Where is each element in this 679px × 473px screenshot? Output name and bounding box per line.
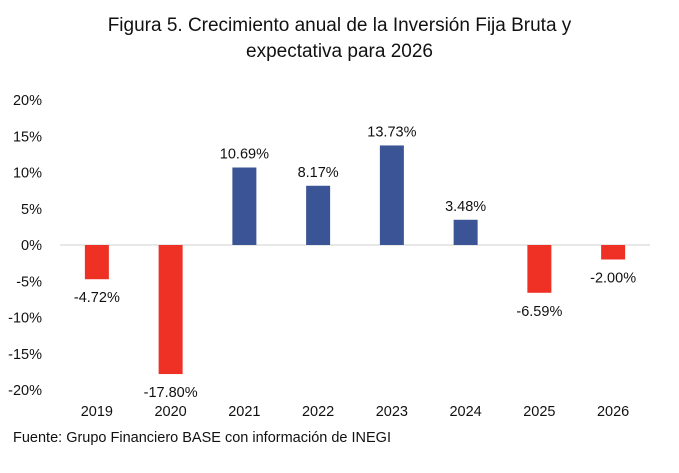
x-tick-label: 2020 xyxy=(154,404,186,420)
data-label-2025: -6.59% xyxy=(516,304,562,320)
bar-2021 xyxy=(232,167,257,245)
bar-2026 xyxy=(601,245,626,260)
bar-2023 xyxy=(379,145,404,245)
x-tick-label: 2021 xyxy=(228,404,260,420)
x-tick-label: 2019 xyxy=(81,404,113,420)
y-tick-label: 15% xyxy=(13,129,42,145)
data-labels: -4.72% -17.80% 10.69% 8.17% 13.73% 3.48% -6.59… xyxy=(74,124,636,401)
bar-2024 xyxy=(453,219,478,245)
data-label-2026: -2.00% xyxy=(590,271,636,287)
bar-2020 xyxy=(158,245,183,375)
x-tick-label: 2025 xyxy=(523,404,555,420)
y-tick-label: 20% xyxy=(13,93,42,109)
y-tick-label: -20% xyxy=(8,383,42,399)
chart-title-line-1: Figura 5. Crecimiento anual de la Invers… xyxy=(107,15,572,36)
y-tick-label: 5% xyxy=(21,202,42,218)
data-label-2020: -17.80% xyxy=(144,385,198,401)
y-tick-label: 10% xyxy=(13,166,42,182)
y-tick-label: -5% xyxy=(16,274,42,290)
data-label-2024: 3.48% xyxy=(445,199,486,215)
chart-title-line-2: expectativa para 2026 xyxy=(246,41,433,62)
data-label-2021: 10.69% xyxy=(220,146,269,162)
x-tick-label: 2023 xyxy=(376,404,408,420)
bar-2025 xyxy=(527,245,552,293)
data-label-2019: -4.72% xyxy=(74,290,120,306)
y-tick-label: 0% xyxy=(21,238,42,254)
y-tick-label: -15% xyxy=(8,347,42,363)
source-note: Fuente: Grupo Financiero BASE con inform… xyxy=(13,430,391,446)
data-label-2023: 13.73% xyxy=(367,124,416,140)
x-tick-label: 2024 xyxy=(449,404,481,420)
bars xyxy=(84,145,626,375)
data-label-2022: 8.17% xyxy=(298,165,339,181)
x-tick-label: 2026 xyxy=(597,404,629,420)
bar-2022 xyxy=(306,185,331,245)
y-axis-labels: 20% 15% 10% 5% 0% -5% -10% -15% -20% xyxy=(8,93,42,399)
x-axis-labels: 2019 2020 2021 2022 2023 2024 2025 2026 xyxy=(81,404,630,420)
bar-2019 xyxy=(84,245,109,280)
y-tick-label: -10% xyxy=(8,311,42,327)
x-tick-label: 2022 xyxy=(302,404,334,420)
